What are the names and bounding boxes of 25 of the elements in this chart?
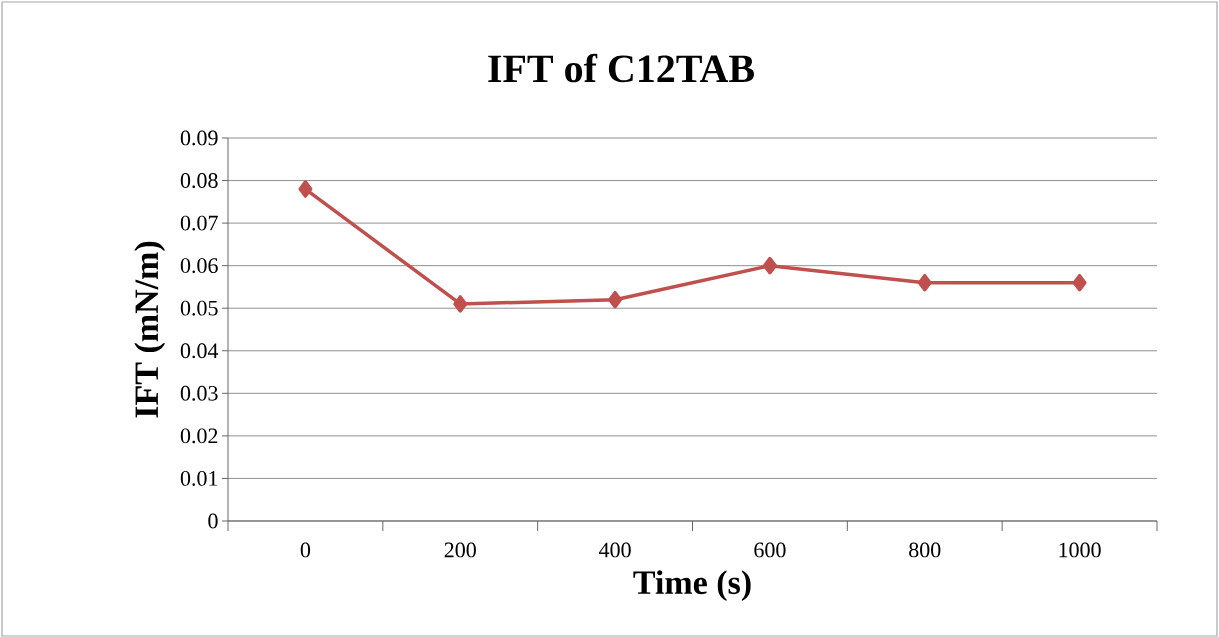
chart-title: IFT of C12TAB	[488, 53, 754, 83]
y-tick-label: 0.09	[180, 130, 218, 146]
point	[917, 273, 932, 292]
point	[762, 256, 777, 275]
x-tick-label: 200	[444, 542, 476, 558]
y-tick-label: 0.08	[180, 173, 218, 189]
x-axis-title: Time (s)	[633, 570, 751, 602]
y-tick-label: 0.03	[180, 385, 218, 401]
point	[298, 180, 313, 198]
point	[1072, 273, 1087, 292]
y-tick-label: 0.06	[180, 258, 218, 274]
point	[453, 295, 468, 313]
y-tick-label: 0.05	[180, 300, 218, 316]
y-tick-label: 0	[208, 513, 218, 529]
y-tick-label: 0.01	[180, 470, 218, 486]
point	[608, 290, 623, 309]
x-tick-label: 1000	[1059, 542, 1101, 558]
x-tick-label: 400	[599, 542, 631, 558]
y-tick-label: 0.04	[180, 343, 219, 359]
y-axis-title: IFT (mN/m)	[134, 241, 166, 418]
x-tick-label: 0	[300, 542, 311, 558]
x-tick-label: 800	[909, 542, 941, 558]
y-tick-label: 0.02	[180, 428, 218, 444]
x-tick-label: 600	[754, 542, 786, 558]
y-tick-label: 0.07	[180, 215, 218, 231]
